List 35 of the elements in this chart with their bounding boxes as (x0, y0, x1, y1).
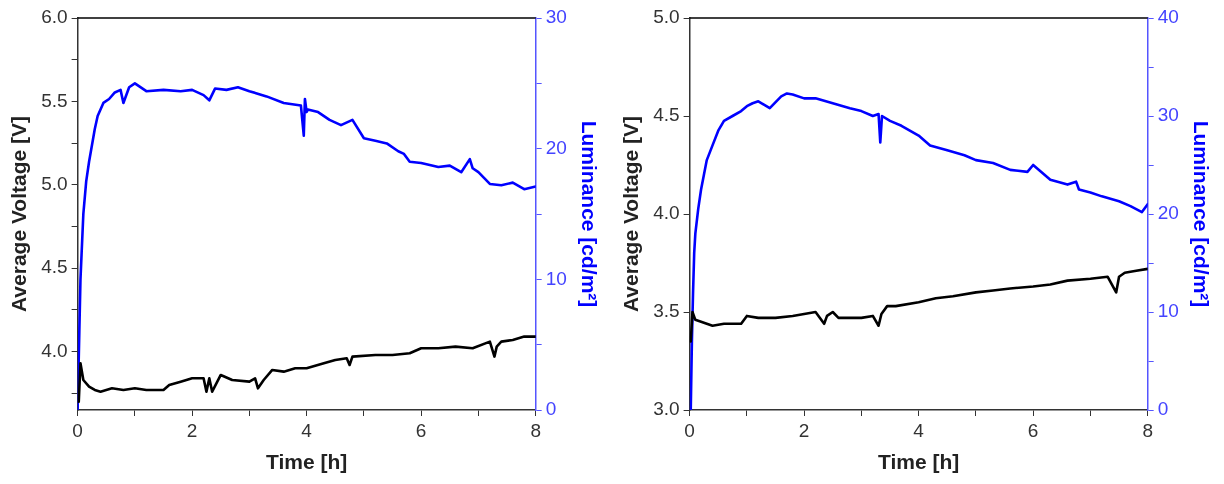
y2-tick-label: 10 (1157, 300, 1179, 322)
y2-axis-title: Luminance [cd/m²] (1189, 120, 1213, 308)
x-tick-label: 4 (913, 419, 925, 441)
y2-tick-label: 30 (545, 6, 567, 28)
y2-tick-label: 0 (545, 398, 557, 420)
y-axis-title: Average Voltage [V] (7, 115, 31, 313)
y-tick-label: 4.0 (41, 339, 68, 361)
x-tick-label: 0 (72, 419, 83, 441)
y2-tick-label: 40 (1157, 6, 1179, 28)
x-tick-label: 8 (530, 419, 541, 441)
x-tick-label: 2 (798, 419, 810, 441)
x-axis-title: Time [h] (265, 450, 348, 474)
y-tick-label: 4.5 (41, 256, 68, 278)
y-tick-label: 5.0 (653, 6, 680, 28)
y-tick-label: 4.0 (653, 202, 680, 224)
y2-tick-label: 10 (545, 267, 567, 289)
y-tick-label: 3.0 (653, 398, 680, 420)
y-tick-label: 5.5 (41, 89, 68, 111)
x-tick-label: 6 (415, 419, 427, 441)
y2-tick-label: 30 (1157, 104, 1179, 126)
x-tick-label: 2 (186, 419, 198, 441)
y-tick-label: 6.0 (41, 6, 68, 28)
x-tick-label: 8 (1142, 419, 1153, 441)
y-tick-label: 3.5 (653, 300, 680, 322)
y2-axis-title: Luminance [cd/m²] (577, 120, 601, 308)
x-tick-label: 6 (1027, 419, 1039, 441)
y-axis-title: Average Voltage [V] (619, 115, 643, 313)
x-tick-label: 0 (684, 419, 695, 441)
y2-tick-label: 20 (545, 136, 567, 158)
y-tick-label: 4.5 (653, 104, 680, 126)
y2-tick-label: 20 (1157, 202, 1179, 224)
x-axis-title: Time [h] (877, 450, 960, 474)
x-tick-label: 4 (301, 419, 313, 441)
y-tick-label: 5.0 (41, 173, 68, 195)
y2-tick-label: 0 (1157, 398, 1169, 420)
